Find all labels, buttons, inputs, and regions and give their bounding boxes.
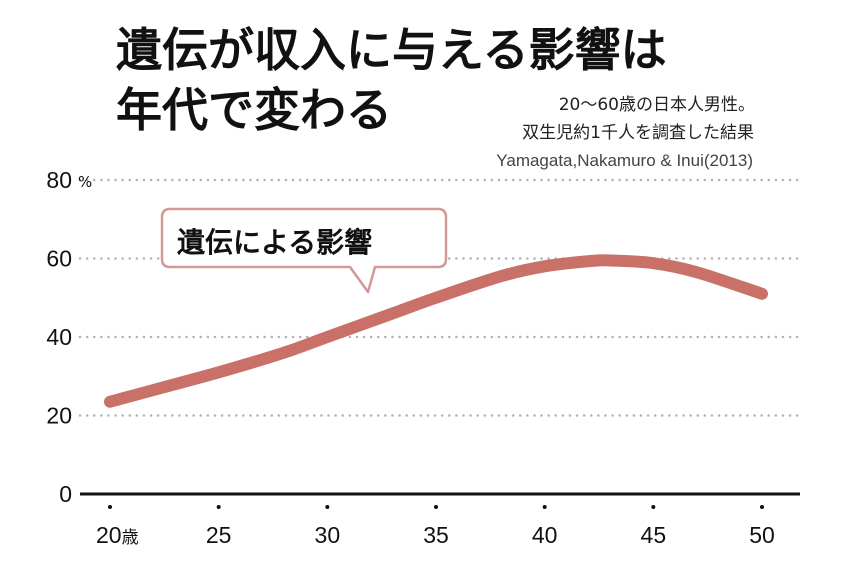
source-citation: Yamagata,Nakamuro & Inui(2013) (496, 151, 753, 170)
x-tick-mark (216, 505, 221, 509)
axes (80, 492, 800, 509)
series (104, 254, 768, 408)
note-block: 20〜60歳の日本人男性。 双生児約1千人を調査した結果 Yamagata,Na… (496, 95, 755, 170)
x-tick-mark (760, 505, 764, 509)
callout-box (160, 207, 448, 294)
x-tick-labels: 20歳 25 30 35 40 45 50 (96, 522, 775, 548)
x-tick-mark (325, 505, 330, 509)
x-tick-mark (651, 505, 656, 509)
y-tick-labels: 0 20 40 60 80% (46, 167, 92, 507)
y-unit-label: % (78, 173, 92, 191)
callout-label: 遺伝による影響 (177, 226, 372, 259)
x-tick-mark (434, 505, 438, 509)
note-line-1: 20〜60歳の日本人男性。 (559, 95, 755, 115)
title-block: 遺伝が収入に与える影響は 年代で変わる (116, 23, 667, 137)
x-tick-mark (108, 505, 112, 509)
y-tick-label: 80 (46, 167, 72, 193)
callout: 遺伝による影響 (160, 207, 448, 294)
x-tick-label: 45 (641, 522, 667, 548)
y-tick-label: 40 (46, 324, 72, 350)
x-tick-label: 50 (749, 522, 775, 548)
series-line-0 (104, 254, 768, 408)
y-tick-label: 20 (46, 403, 72, 429)
title-line-1: 遺伝が収入に与える影響は (116, 23, 667, 77)
x-tick-label: 35 (423, 522, 449, 548)
x-tick-label: 40 (532, 522, 558, 548)
y-tick-label: 60 (46, 246, 72, 272)
title-line-2: 年代で変わる (116, 83, 392, 137)
x-tick-label: 25 (206, 522, 232, 548)
x-tick-label: 30 (315, 522, 341, 548)
note-line-2: 双生児約1千人を調査した結果 (522, 123, 754, 143)
x-tick-label: 20歳 (96, 522, 139, 548)
x-tick-mark (542, 505, 547, 509)
y-tick-label: 0 (59, 481, 72, 507)
